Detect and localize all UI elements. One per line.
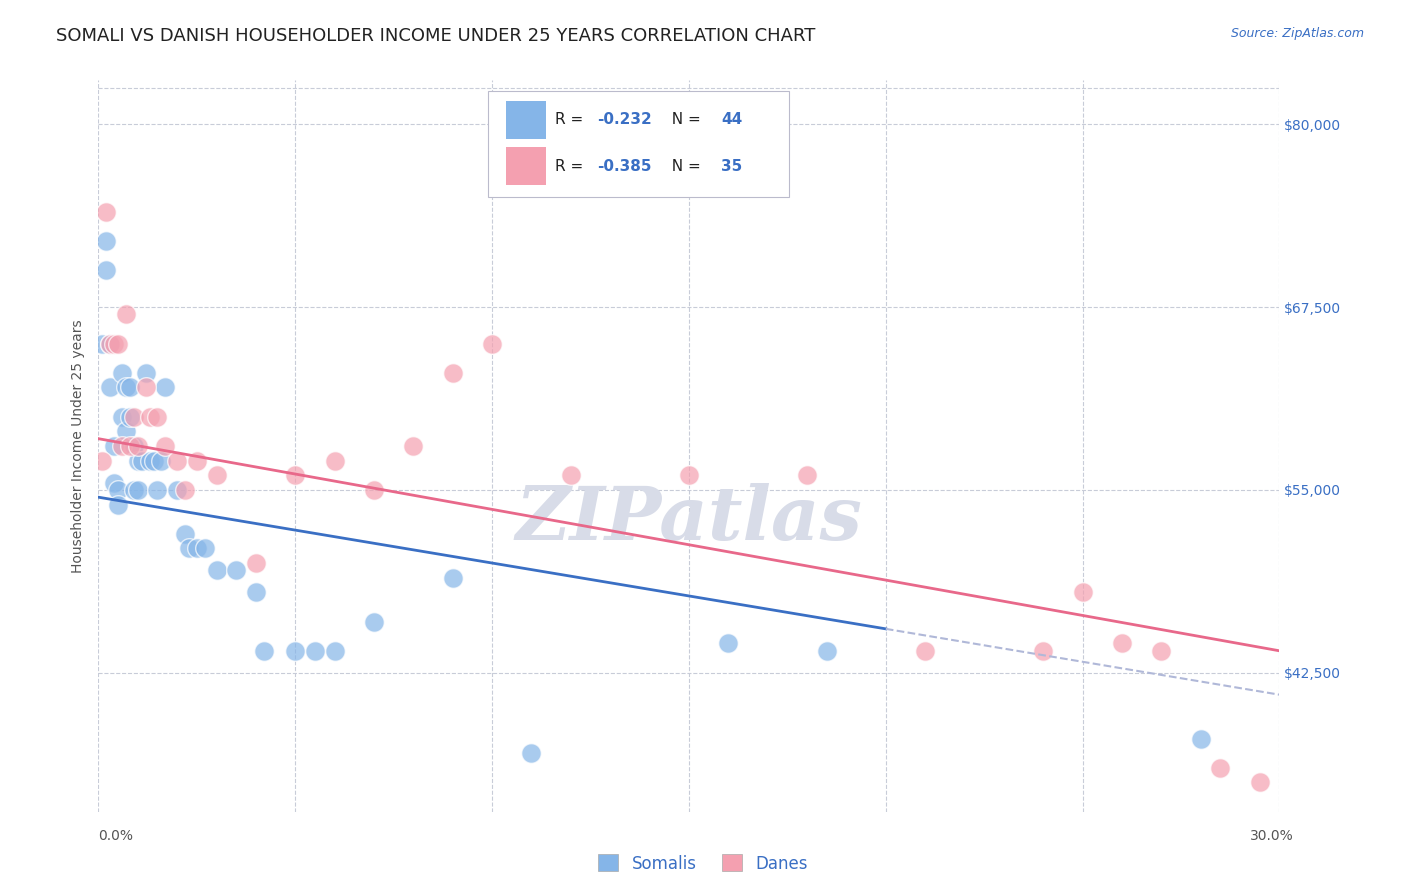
Point xyxy=(481,336,503,351)
Point xyxy=(1249,775,1271,789)
Point xyxy=(166,483,188,497)
Point xyxy=(103,336,125,351)
Point xyxy=(186,541,208,556)
Point xyxy=(155,439,177,453)
Text: N =: N = xyxy=(662,112,706,128)
Point xyxy=(103,439,125,453)
Point xyxy=(194,541,217,556)
Point xyxy=(96,205,118,219)
Point xyxy=(1209,761,1232,775)
Text: ZIPatlas: ZIPatlas xyxy=(516,483,862,556)
Point xyxy=(284,644,307,658)
Y-axis label: Householder Income Under 25 years: Householder Income Under 25 years xyxy=(70,319,84,573)
Point xyxy=(520,746,543,760)
Point xyxy=(115,307,138,321)
Point xyxy=(146,483,169,497)
Text: R =: R = xyxy=(555,159,589,174)
Point xyxy=(1189,731,1212,746)
Point xyxy=(96,234,118,248)
Point xyxy=(111,439,134,453)
Point xyxy=(118,439,141,453)
Point xyxy=(245,556,267,570)
Point xyxy=(1111,636,1133,650)
Point xyxy=(441,366,464,380)
Point xyxy=(815,644,838,658)
Text: Source: ZipAtlas.com: Source: ZipAtlas.com xyxy=(1230,27,1364,40)
Point xyxy=(142,453,165,467)
Point xyxy=(205,468,228,483)
Point xyxy=(174,526,197,541)
Point xyxy=(146,409,169,424)
Point xyxy=(150,453,173,467)
Point xyxy=(135,366,157,380)
Point xyxy=(115,380,138,394)
Text: 30.0%: 30.0% xyxy=(1250,829,1294,843)
Point xyxy=(323,644,346,658)
Point xyxy=(131,453,153,467)
Text: 44: 44 xyxy=(721,112,742,128)
Point xyxy=(253,644,276,658)
Point xyxy=(138,453,160,467)
Point xyxy=(96,263,118,277)
FancyBboxPatch shape xyxy=(488,91,789,197)
Point xyxy=(1071,585,1094,599)
Point xyxy=(155,380,177,394)
Point xyxy=(177,541,200,556)
Point xyxy=(174,483,197,497)
Point xyxy=(1150,644,1173,658)
Point xyxy=(796,468,818,483)
Point xyxy=(103,475,125,490)
Point xyxy=(118,380,141,394)
Point xyxy=(363,615,385,629)
Point xyxy=(186,453,208,467)
Point xyxy=(107,483,129,497)
Point xyxy=(115,425,138,439)
Point xyxy=(98,336,121,351)
Text: N =: N = xyxy=(662,159,706,174)
Point xyxy=(304,644,326,658)
Point xyxy=(127,483,149,497)
Text: -0.385: -0.385 xyxy=(596,159,651,174)
Point xyxy=(111,409,134,424)
Point xyxy=(225,563,247,577)
Point xyxy=(107,498,129,512)
Point xyxy=(122,483,145,497)
FancyBboxPatch shape xyxy=(506,101,546,139)
FancyBboxPatch shape xyxy=(506,147,546,186)
Point xyxy=(1032,644,1054,658)
Point xyxy=(914,644,936,658)
Text: 0.0%: 0.0% xyxy=(98,829,134,843)
Legend: Somalis, Danes: Somalis, Danes xyxy=(592,847,814,880)
Point xyxy=(98,336,121,351)
Point xyxy=(98,380,121,394)
Point xyxy=(560,468,582,483)
Point xyxy=(678,468,700,483)
Point xyxy=(118,409,141,424)
Point xyxy=(127,453,149,467)
Point xyxy=(91,336,114,351)
Point xyxy=(323,453,346,467)
Point xyxy=(166,453,188,467)
Text: SOMALI VS DANISH HOUSEHOLDER INCOME UNDER 25 YEARS CORRELATION CHART: SOMALI VS DANISH HOUSEHOLDER INCOME UNDE… xyxy=(56,27,815,45)
Point xyxy=(402,439,425,453)
Point xyxy=(363,483,385,497)
Point xyxy=(122,409,145,424)
Point xyxy=(122,439,145,453)
Point xyxy=(127,439,149,453)
Point xyxy=(91,453,114,467)
Point xyxy=(245,585,267,599)
Point xyxy=(138,409,160,424)
Point xyxy=(205,563,228,577)
Text: 35: 35 xyxy=(721,159,742,174)
Point xyxy=(111,366,134,380)
Point xyxy=(107,336,129,351)
Text: -0.232: -0.232 xyxy=(596,112,651,128)
Text: R =: R = xyxy=(555,112,589,128)
Point xyxy=(135,380,157,394)
Point xyxy=(284,468,307,483)
Point xyxy=(441,571,464,585)
Point xyxy=(717,636,740,650)
